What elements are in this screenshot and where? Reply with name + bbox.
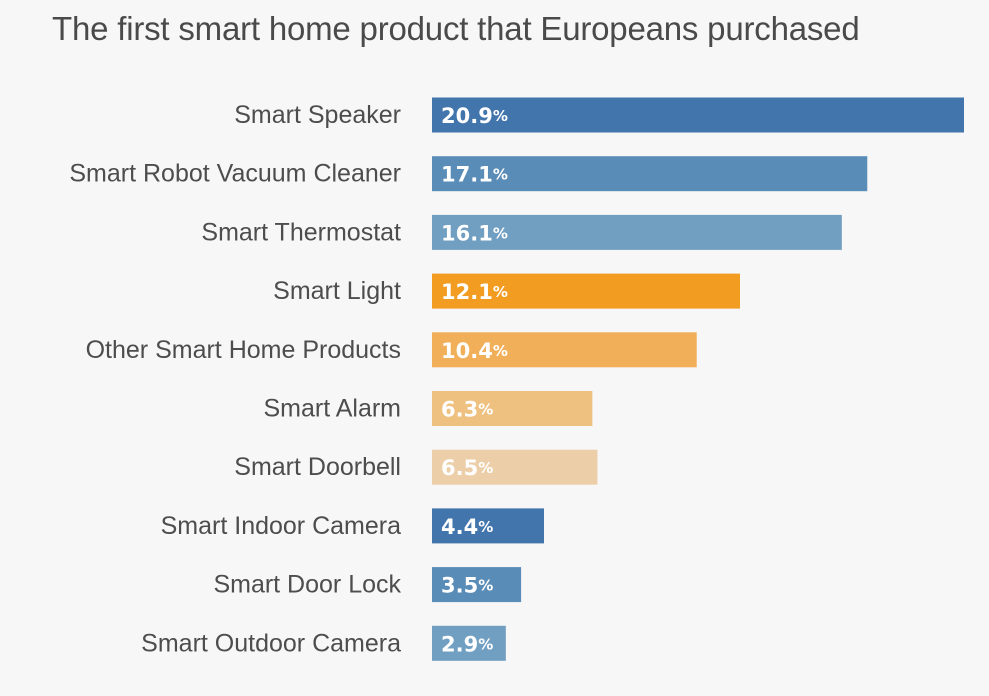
category-label: Smart Thermostat — [201, 218, 401, 246]
category-label: Smart Door Lock — [213, 571, 401, 599]
bar — [432, 97, 964, 133]
bar — [432, 332, 697, 368]
bar-value-label: 16.1% — [441, 221, 508, 245]
category-label: Smart Speaker — [234, 101, 401, 129]
bar — [432, 156, 868, 192]
bar-value-label: 10.4% — [441, 339, 508, 363]
bar — [432, 449, 598, 485]
bar-value-label: 2.9% — [441, 632, 493, 656]
category-label: Smart Indoor Camera — [161, 512, 401, 540]
bar-value-label: 3.5% — [441, 574, 493, 598]
category-label: Smart Robot Vacuum Cleaner — [69, 160, 401, 188]
bar-value-label: 4.4% — [441, 515, 493, 539]
bar-value-label: 6.5% — [441, 456, 493, 480]
bar-value-label: 12.1% — [441, 280, 508, 304]
bar-value-label: 17.1% — [441, 163, 508, 187]
category-label: Smart Light — [273, 277, 401, 305]
category-label: Other Smart Home Products — [86, 336, 401, 364]
bar — [432, 508, 544, 544]
bar-value-label: 20.9% — [441, 104, 508, 128]
bar — [432, 214, 842, 250]
category-label: Smart Alarm — [263, 395, 401, 423]
category-label: Smart Outdoor Camera — [141, 629, 401, 657]
bar — [432, 625, 506, 661]
bar — [432, 273, 740, 309]
category-label: Smart Doorbell — [234, 453, 401, 481]
bar — [432, 567, 522, 603]
bar — [432, 391, 593, 426]
bar-value-label: 6.3% — [441, 398, 493, 422]
chart-title: The first smart home product that Europe… — [52, 10, 860, 47]
